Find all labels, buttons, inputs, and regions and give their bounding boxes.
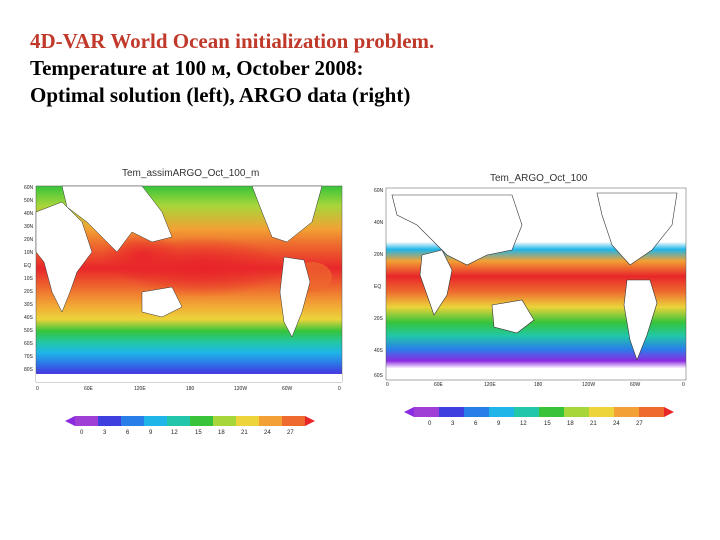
colorbar-swatch	[75, 416, 99, 426]
lat-label: 60S	[24, 341, 33, 347]
colorbar-swatch	[213, 416, 237, 426]
title-line-3: Optimal solution (left), ARGO data (righ…	[30, 83, 411, 107]
colorbar-swatch	[489, 407, 515, 417]
lat-label: 60N	[374, 188, 384, 194]
colorbar-tick: 6	[126, 430, 130, 436]
colorbar-tick: 21	[590, 421, 597, 427]
colorbar-tick: 3	[103, 430, 107, 436]
left-map-title: Tem_assimARGO_Oct_100_m	[122, 168, 260, 179]
colorbar-swatch	[98, 416, 122, 426]
colorbar-swatch	[639, 407, 665, 417]
colorbar-arrow-low	[65, 416, 75, 426]
lat-label: 50N	[24, 198, 34, 204]
lat-label: 20S	[24, 289, 33, 295]
lon-label: 120W	[582, 382, 596, 388]
lat-label: 20N	[374, 252, 384, 258]
lon-label: 60E	[84, 386, 93, 392]
lat-label: 40S	[24, 315, 33, 321]
colorbar-swatch	[282, 416, 306, 426]
colorbar-tick: 0	[80, 430, 84, 436]
lon-label: 0	[682, 382, 685, 388]
lat-label: 40S	[374, 348, 383, 354]
lat-label: 40N	[374, 220, 384, 226]
right-temperature-map	[385, 187, 687, 381]
colorbar-swatch	[464, 407, 490, 417]
colorbar-swatch	[614, 407, 640, 417]
colorbar-tick: 27	[636, 421, 643, 427]
lon-label: 120W	[234, 386, 248, 392]
colorbar-arrow-high	[305, 416, 315, 426]
lat-label: 70S	[24, 354, 33, 360]
lat-label: 10S	[24, 276, 33, 282]
lon-label: 60E	[434, 382, 443, 388]
left-colorbar-swatches	[65, 416, 315, 426]
colorbar-tick: 3	[451, 421, 455, 427]
colorbar-swatch	[414, 407, 440, 417]
lat-label: EQ	[24, 263, 32, 269]
lon-label: 120E	[134, 386, 146, 392]
lat-label: 20N	[24, 237, 34, 243]
lat-label: 80S	[24, 367, 33, 373]
lon-label: 60W	[282, 386, 293, 392]
right-colorbar: 0 3 6 9 12 15 18 21 24 27	[404, 407, 674, 437]
title-line-1: 4D-VAR World Ocean initialization proble…	[30, 29, 435, 53]
lat-label: 60S	[374, 373, 383, 379]
lon-label: 60W	[630, 382, 641, 388]
colorbar-arrow-low	[404, 407, 414, 417]
colorbar-swatch	[190, 416, 214, 426]
colorbar-swatch	[121, 416, 145, 426]
colorbar-tick: 12	[520, 421, 527, 427]
lon-label: 0	[36, 386, 39, 392]
left-map-panel: Tem_assimARGO_Oct_100_m	[22, 160, 352, 430]
lon-label: 120E	[484, 382, 496, 388]
colorbar-arrow-high	[664, 407, 674, 417]
colorbar-tick: 18	[567, 421, 574, 427]
lat-label: EQ	[374, 284, 382, 290]
colorbar-tick: 15	[195, 430, 202, 436]
colorbar-tick: 0	[428, 421, 432, 427]
right-map-panel: Tem_ARGO_Oct_100	[372, 168, 697, 398]
right-map-title: Tem_ARGO_Oct_100	[490, 173, 588, 184]
colorbar-swatch	[439, 407, 465, 417]
colorbar-tick: 21	[241, 430, 248, 436]
lat-label: 30N	[24, 224, 34, 230]
colorbar-swatch	[236, 416, 260, 426]
colorbar-swatch	[589, 407, 615, 417]
lat-label: 20S	[374, 316, 383, 322]
colorbar-tick: 15	[544, 421, 551, 427]
colorbar-tick: 18	[218, 430, 225, 436]
colorbar-swatch	[514, 407, 540, 417]
colorbar-swatch	[539, 407, 565, 417]
colorbar-swatch	[144, 416, 168, 426]
lat-label: 50S	[24, 328, 33, 334]
slide-title: 4D-VAR World Ocean initialization proble…	[30, 28, 700, 109]
lat-label: 60N	[24, 185, 34, 191]
lon-label: 0	[338, 386, 341, 392]
colorbar-tick: 24	[264, 430, 271, 436]
right-colorbar-swatches	[404, 407, 674, 417]
lon-label: 0	[386, 382, 389, 388]
lat-label: 10N	[24, 250, 34, 256]
colorbar-swatch	[167, 416, 191, 426]
left-colorbar: 0 3 6 9 12 15 18 21 24 27	[65, 416, 315, 446]
colorbar-tick: 6	[474, 421, 478, 427]
colorbar-swatch	[564, 407, 590, 417]
colorbar-tick: 27	[287, 430, 294, 436]
lon-label: 180	[534, 382, 543, 388]
lat-label: 30S	[24, 302, 33, 308]
title-line-2: Temperature at 100 м, October 2008:	[30, 56, 364, 80]
colorbar-swatch	[259, 416, 283, 426]
colorbar-tick: 9	[497, 421, 501, 427]
colorbar-tick: 12	[171, 430, 178, 436]
lon-label: 180	[186, 386, 195, 392]
left-temperature-map	[35, 185, 343, 383]
lat-label: 40N	[24, 211, 34, 217]
colorbar-tick: 24	[613, 421, 620, 427]
colorbar-tick: 9	[149, 430, 153, 436]
